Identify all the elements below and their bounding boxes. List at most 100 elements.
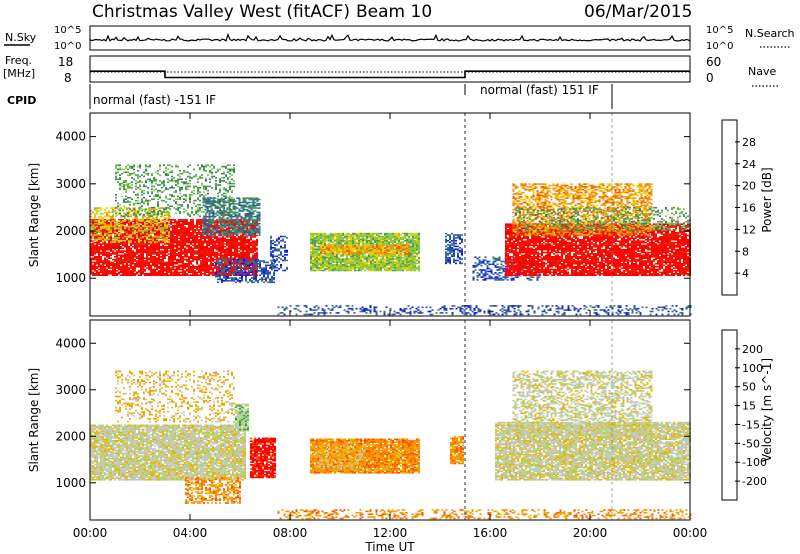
range-cell (204, 263, 206, 265)
range-cell (102, 229, 104, 231)
range-cell (102, 248, 104, 251)
range-cell (242, 220, 244, 223)
range-cell (214, 232, 217, 235)
range-cell (182, 274, 184, 276)
range-cell (222, 240, 224, 242)
range-cell (206, 268, 208, 271)
range-cell (172, 263, 174, 265)
range-cell (154, 244, 156, 247)
range-cell (181, 187, 183, 189)
range-cell (218, 237, 220, 240)
range-cell (248, 265, 250, 268)
range-cell (188, 271, 190, 274)
range-cell (106, 253, 108, 255)
range-cell (94, 215, 96, 218)
range-cell (225, 267, 227, 269)
range-cell (238, 256, 240, 258)
range-cell (218, 211, 221, 214)
range-cell (171, 171, 173, 174)
range-cell (175, 191, 177, 193)
range-cell (244, 257, 246, 259)
range-cell (116, 230, 118, 233)
range-cell (123, 212, 125, 215)
range-cell (100, 253, 102, 255)
range-cell (257, 263, 259, 265)
range-cell (177, 178, 179, 181)
range-cell (172, 258, 174, 261)
range-cell (226, 231, 229, 233)
range-cell (270, 259, 272, 262)
range-cell (234, 237, 236, 240)
range-cell (176, 237, 178, 240)
range-cell (242, 227, 245, 229)
range-cell (178, 253, 180, 255)
range-cell (114, 248, 116, 251)
range-cell (230, 247, 232, 250)
range-cell (108, 223, 110, 225)
range-cell (163, 189, 165, 192)
range-cell (131, 177, 133, 179)
range-cell (227, 164, 229, 166)
range-cell (140, 251, 142, 254)
range-cell (145, 164, 147, 166)
range-cell (240, 204, 243, 207)
range-cell (154, 251, 156, 254)
range-cell (248, 221, 251, 224)
range-cell (160, 258, 162, 261)
range-cell (265, 271, 267, 274)
range-cell (222, 214, 225, 216)
range-cell (126, 219, 128, 221)
range-cell (176, 234, 178, 237)
range-cell (122, 267, 124, 269)
range-cell (142, 270, 144, 272)
range-cell (126, 251, 128, 254)
range-cell (184, 237, 186, 240)
range-cell (157, 211, 159, 213)
range-cell (220, 257, 222, 259)
range-cell (224, 197, 227, 199)
range-cell (162, 226, 164, 228)
range-cell (203, 165, 205, 168)
range-cell (225, 258, 227, 261)
range-cell (124, 207, 126, 209)
range-cell (116, 211, 118, 214)
range-cell (258, 225, 261, 228)
range-cell (220, 268, 222, 271)
range-cell (240, 201, 243, 204)
range-cell (128, 207, 130, 209)
range-cell (248, 215, 251, 218)
range-cell (253, 260, 255, 262)
range-cell (112, 265, 114, 268)
range-cell (240, 253, 242, 255)
range-cell (172, 248, 174, 251)
range-cell (224, 210, 227, 212)
range-cell (92, 253, 94, 255)
range-cell (310, 261, 312, 263)
range-cell (158, 218, 160, 221)
range-cell (244, 253, 246, 255)
range-cell (160, 268, 162, 271)
range-cell (249, 264, 251, 267)
range-cell (274, 249, 276, 252)
range-cell (271, 261, 273, 264)
range-cell (127, 213, 129, 216)
range-cell (104, 232, 106, 235)
range-cell (256, 231, 259, 233)
range-cell (217, 260, 219, 262)
range-cell (133, 204, 135, 206)
range-cell (192, 268, 194, 271)
range-cell (228, 213, 231, 215)
range-cell (132, 253, 134, 255)
range-cell (198, 236, 200, 238)
range-cell (136, 247, 138, 250)
range-cell (214, 274, 216, 276)
range-cell (122, 241, 124, 244)
range-cell (212, 250, 214, 252)
range-cell (134, 239, 136, 241)
range-cell (217, 170, 219, 172)
range-cell (228, 253, 230, 255)
range-cell (208, 227, 211, 229)
range-cell (158, 257, 160, 259)
range-cell (156, 243, 158, 245)
range-cell (214, 204, 217, 207)
